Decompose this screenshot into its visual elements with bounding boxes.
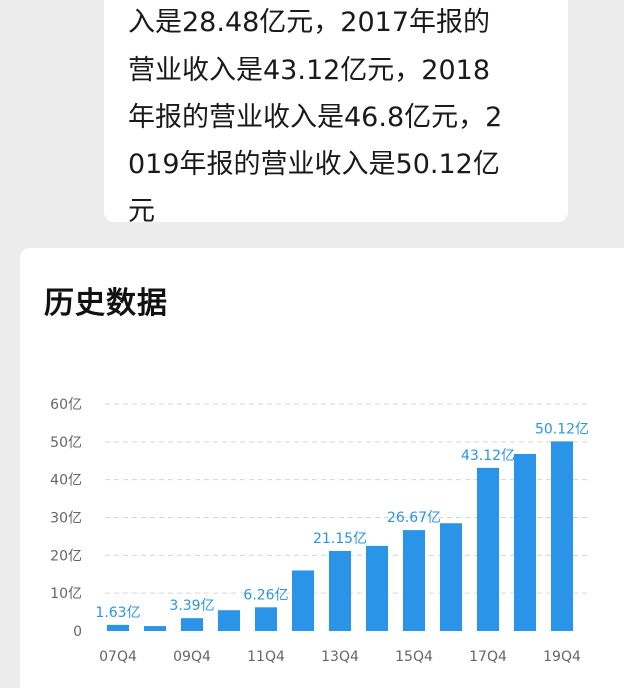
bar bbox=[514, 453, 536, 631]
y-tick-label: 60亿 bbox=[50, 397, 82, 413]
y-tick-label: 30亿 bbox=[50, 511, 82, 527]
card-title: 历史数据 bbox=[44, 286, 168, 321]
y-tick-label: 10亿 bbox=[50, 586, 82, 602]
message-line: 入是28.48亿元，2017年报的 bbox=[128, 7, 491, 38]
bar bbox=[218, 610, 240, 631]
y-tick-label: 50亿 bbox=[50, 435, 82, 451]
bar-value-label: 26.67亿 bbox=[387, 510, 441, 526]
bar bbox=[107, 624, 129, 631]
bar bbox=[292, 570, 314, 631]
y-tick-label: 40亿 bbox=[50, 473, 82, 489]
bar bbox=[477, 467, 499, 631]
bar bbox=[403, 530, 425, 631]
bar-value-label: 21.15亿 bbox=[313, 531, 367, 547]
bar bbox=[551, 441, 573, 631]
bar-value-label: 1.63亿 bbox=[95, 605, 140, 621]
message-line: 年报的营业收入是46.8亿元，2 bbox=[128, 102, 503, 133]
message-line: 元 bbox=[128, 196, 155, 227]
message-line: 营业收入是43.12亿元，2018 bbox=[128, 55, 491, 86]
bar-value-label: 3.39亿 bbox=[169, 598, 214, 614]
message-bubble: 入是28.48亿元，2017年报的 营业收入是43.12亿元，2018 年报的营… bbox=[104, 0, 568, 227]
bar-value-label: 50.12亿 bbox=[535, 421, 589, 437]
bar-value-label: 43.12亿 bbox=[461, 448, 515, 464]
y-tick-label: 0 bbox=[73, 624, 82, 640]
message-line: 019年报的营业收入是50.12亿 bbox=[128, 149, 500, 180]
bar bbox=[181, 618, 203, 631]
bar bbox=[366, 545, 388, 631]
x-tick-label: 19Q4 bbox=[543, 649, 581, 665]
bar bbox=[255, 607, 277, 631]
x-tick-label: 15Q4 bbox=[395, 649, 433, 665]
bar bbox=[440, 523, 462, 631]
y-tick-label: 20亿 bbox=[50, 548, 82, 564]
x-tick-label: 07Q4 bbox=[99, 649, 137, 665]
x-tick-label: 17Q4 bbox=[469, 649, 507, 665]
bar bbox=[144, 626, 166, 631]
x-tick-label: 13Q4 bbox=[321, 649, 359, 665]
bar-value-label: 6.26亿 bbox=[243, 587, 288, 603]
x-tick-label: 09Q4 bbox=[173, 649, 211, 665]
x-tick-label: 11Q4 bbox=[247, 649, 285, 665]
bar bbox=[329, 550, 351, 631]
